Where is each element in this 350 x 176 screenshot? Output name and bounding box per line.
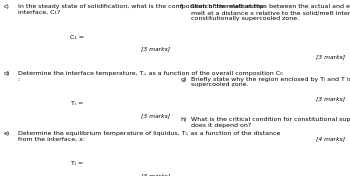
Text: Tᵢ =: Tᵢ = bbox=[71, 101, 83, 106]
Text: e): e) bbox=[4, 131, 10, 136]
Text: [3 marks]: [3 marks] bbox=[316, 55, 345, 59]
Text: Sketch the relationships between the actual and equilibrium temperatures in the
: Sketch the relationships between the act… bbox=[191, 4, 350, 21]
Text: [3 marks]: [3 marks] bbox=[141, 114, 170, 118]
Text: g): g) bbox=[180, 77, 187, 81]
Text: Tₗ =: Tₗ = bbox=[71, 161, 83, 166]
Text: Determine the equilibrium temperature of liquidus, Tₗ, as a function of the dist: Determine the equilibrium temperature of… bbox=[18, 131, 280, 142]
Text: What is the critical condition for constitutional supercooling NOT to occur? Wha: What is the critical condition for const… bbox=[191, 117, 350, 128]
Text: c): c) bbox=[4, 4, 9, 9]
Text: [3 marks]: [3 marks] bbox=[316, 96, 345, 101]
Text: C₁ =: C₁ = bbox=[70, 35, 84, 40]
Text: f): f) bbox=[180, 4, 185, 9]
Text: h): h) bbox=[180, 117, 187, 122]
Text: [4 marks]: [4 marks] bbox=[316, 136, 345, 141]
Text: [3 marks]: [3 marks] bbox=[141, 47, 170, 52]
Text: [3 marks]: [3 marks] bbox=[141, 173, 170, 176]
Text: Determine the interface temperature, Tᵢ, as a function of the overall compositio: Determine the interface temperature, Tᵢ,… bbox=[18, 71, 282, 82]
Text: In the steady state of solidification, what is the composition of the melt at th: In the steady state of solidification, w… bbox=[18, 4, 264, 15]
Text: d): d) bbox=[4, 71, 10, 76]
Text: Briefly state why the region enclosed by Tₗ and T is termed the constitutionally: Briefly state why the region enclosed by… bbox=[191, 77, 350, 87]
